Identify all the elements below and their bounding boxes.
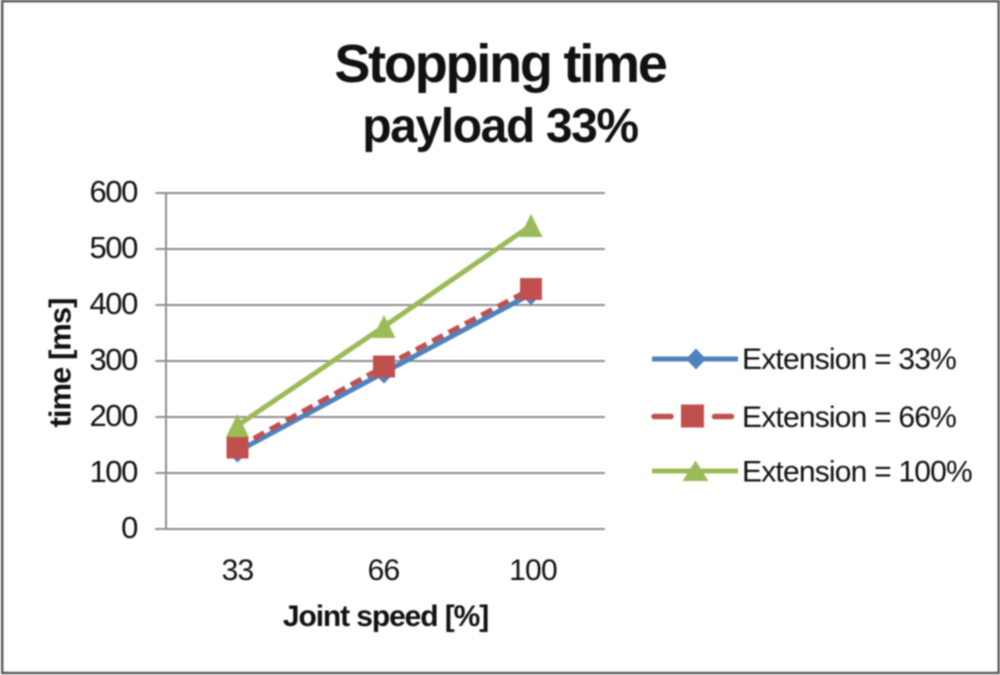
svg-text:Extension = 100%: Extension = 100% [742,456,972,489]
svg-text:400: 400 [89,286,138,321]
svg-text:100: 100 [89,454,138,489]
svg-text:300: 300 [89,342,138,377]
svg-text:Stopping time: Stopping time [334,34,667,94]
svg-text:600: 600 [89,174,138,209]
svg-text:200: 200 [89,398,138,433]
svg-text:Joint speed [%]: Joint speed [%] [283,600,488,633]
svg-text:33: 33 [222,554,254,587]
svg-text:500: 500 [89,230,138,265]
svg-text:time [ms]: time [ms] [43,299,78,428]
svg-text:100: 100 [509,554,557,587]
svg-text:payload 33%: payload 33% [362,100,638,153]
svg-text:0: 0 [121,510,138,545]
svg-text:Extension = 66%: Extension = 66% [742,401,956,434]
svg-text:66: 66 [368,554,400,587]
svg-text:Extension = 33%: Extension = 33% [742,343,956,376]
